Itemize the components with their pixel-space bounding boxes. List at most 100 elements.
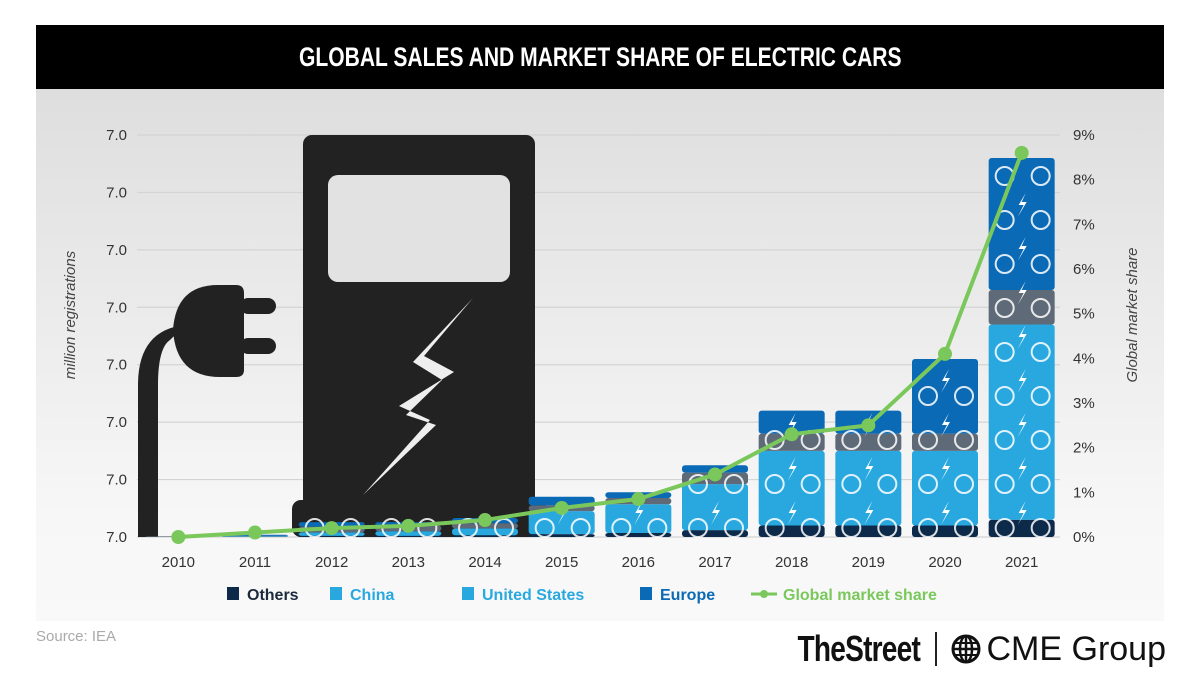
bolt-icon	[1017, 325, 1027, 349]
source-note: Source: IEA	[36, 628, 117, 645]
car-wheel	[688, 518, 708, 538]
charger-icon	[292, 135, 547, 537]
chart-title: GLOBAL SALES AND MARKET SHARE OF ELECTRI…	[298, 41, 902, 72]
bar-segment-united_states	[758, 433, 825, 451]
bolt-icon	[1017, 501, 1027, 525]
x-tick-label: 2015	[545, 554, 578, 571]
car-wheel	[534, 518, 555, 538]
legend-swatch	[227, 587, 239, 600]
car-wheel	[724, 518, 744, 538]
bar-stack-2020	[912, 358, 978, 538]
bar-segment-united_states	[988, 290, 1055, 325]
y2-tick-label: 7%	[1073, 216, 1095, 233]
car-wheel	[841, 474, 862, 494]
car-wheel	[918, 518, 938, 538]
legend-label: Others	[247, 587, 299, 604]
bar-segment-china	[605, 504, 672, 533]
car-wheel	[1030, 386, 1051, 406]
car-wheel	[1030, 430, 1051, 450]
car-wheel	[994, 474, 1015, 494]
y-tick-label: 7.0	[106, 472, 127, 489]
y2-tick-label: 2%	[1073, 440, 1095, 457]
car-wheel	[764, 518, 785, 538]
y2-axis-label: Global market share	[1124, 247, 1141, 382]
legend-item-market-share: Global market share	[751, 587, 937, 604]
y-tick-label: 7.0	[106, 529, 127, 546]
bolt-icon	[1017, 413, 1027, 437]
car-wheel	[954, 386, 974, 406]
y-tick-label: 7.0	[106, 414, 127, 431]
y-tick-label: 7.0	[106, 299, 127, 316]
car-wheel	[800, 518, 821, 538]
bar-segment-others	[988, 519, 1055, 537]
x-tick-label: 2011	[239, 554, 271, 571]
car-wheel	[764, 474, 785, 494]
legend-label: China	[350, 587, 395, 604]
bar-segment-china	[375, 531, 442, 536]
bolt-icon	[787, 501, 797, 525]
market-share-point	[1014, 145, 1029, 160]
y2-tick-label: 4%	[1073, 350, 1095, 367]
bar-segment-china	[835, 450, 902, 526]
x-tick-label: 2014	[468, 554, 501, 571]
car-wheel	[458, 518, 478, 538]
legend-item: Europe	[640, 587, 715, 604]
market-share-path	[178, 152, 1024, 539]
legend-label: Europe	[660, 587, 715, 604]
car-wheel	[877, 430, 898, 450]
car-wheel	[1030, 254, 1051, 274]
x-tick-label: 2016	[622, 554, 655, 571]
market-share-line	[171, 145, 1029, 544]
car-wheel	[994, 342, 1015, 362]
legend-swatch	[462, 587, 474, 600]
car-wheel	[417, 518, 438, 538]
car-wheel	[1030, 474, 1051, 494]
market-share-point	[478, 513, 492, 528]
car-wheel	[1030, 166, 1051, 186]
x-tick-label: 2019	[852, 554, 885, 571]
car-wheel	[994, 298, 1015, 318]
bar-segment-europe	[912, 358, 978, 434]
car-wheel	[570, 518, 591, 538]
y-tick-label: 7.0	[106, 184, 127, 201]
market-share-point	[938, 346, 952, 361]
market-share-point	[631, 492, 646, 507]
car-wheel	[954, 474, 974, 494]
bolt-icon	[787, 413, 797, 437]
market-share-point	[708, 467, 722, 482]
bar-segment-china	[528, 511, 595, 535]
bar-segment-china	[452, 528, 518, 536]
car-wheel	[800, 474, 821, 494]
globe-icon	[951, 634, 980, 664]
market-share-point	[248, 525, 262, 540]
y2-tick-label: 8%	[1073, 172, 1095, 189]
car-wheel	[1030, 210, 1051, 230]
car-wheel	[1030, 518, 1051, 538]
x-tick-label: 2010	[162, 554, 195, 571]
legend-marker	[760, 590, 768, 598]
bar-segment-united_states	[912, 433, 978, 451]
car-wheel	[877, 518, 898, 538]
bar-segment-others	[835, 525, 902, 537]
market-share-point	[784, 427, 799, 442]
bolt-icon	[1017, 193, 1027, 217]
car-wheel	[1030, 298, 1051, 318]
bolt-icon	[711, 501, 720, 525]
x-tick-label: 2020	[928, 554, 961, 571]
car-wheel	[918, 386, 938, 406]
bolt-icon	[1017, 237, 1027, 261]
legend-item: Others	[227, 587, 299, 604]
car-wheel	[994, 254, 1015, 274]
bolt-icon	[1017, 457, 1027, 481]
market-share-point	[401, 518, 416, 533]
market-share-point	[324, 521, 339, 536]
y-tick-label: 7.0	[106, 242, 127, 259]
x-tick-label: 2013	[392, 554, 425, 571]
car-wheel	[994, 518, 1015, 538]
y-tick-label: 7.0	[106, 357, 127, 374]
car-wheel	[841, 430, 862, 450]
car-wheel	[647, 518, 668, 538]
axes: 7.0 7.0 7.0 7.0 7.0 7.0 7.0 7.0 0% 1% 2% 3% 4% 5% 6% 7%…	[106, 127, 1095, 571]
car-wheel	[918, 474, 938, 494]
